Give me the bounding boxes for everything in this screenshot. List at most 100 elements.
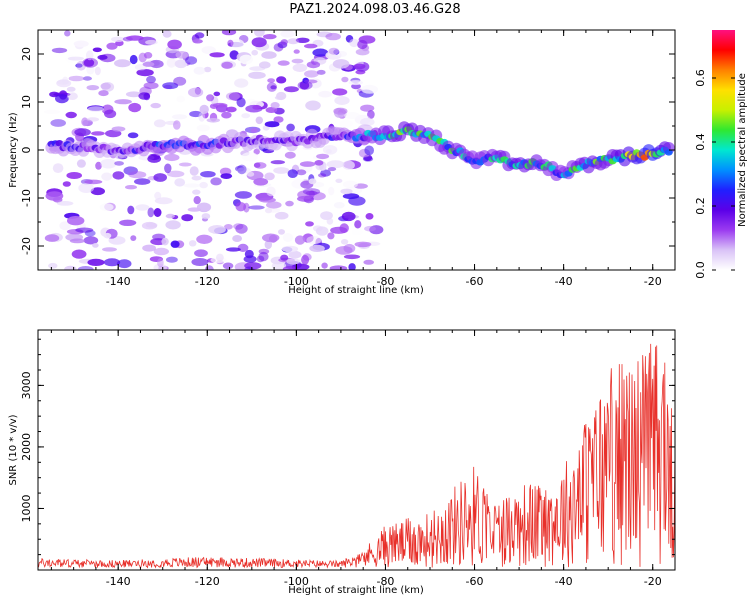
noise-blob xyxy=(255,116,263,125)
noise-blob xyxy=(193,66,206,75)
noise-blob xyxy=(77,266,94,270)
noise-blob xyxy=(225,106,237,113)
chart-title: PAZ1.2024.098.03.46.G28 xyxy=(289,2,461,17)
snr-x-label: Height of straight line (km) xyxy=(288,585,424,596)
noise-blob xyxy=(145,39,158,45)
noise-blob xyxy=(147,207,155,218)
noise-blob xyxy=(224,224,233,230)
noise-blob xyxy=(188,87,204,98)
noise-blob xyxy=(354,241,372,248)
noise-blob xyxy=(326,217,334,225)
noise-blob xyxy=(153,173,167,182)
colorbar-tick-label: 0.6 xyxy=(694,69,707,87)
noise-blob xyxy=(67,216,85,226)
noise-blob xyxy=(234,78,249,88)
noise-blob xyxy=(299,161,316,167)
noise-blob xyxy=(210,177,222,186)
noise-blob xyxy=(363,259,375,265)
noise-blob xyxy=(208,225,226,234)
noise-blob xyxy=(212,102,228,108)
noise-blob xyxy=(251,49,258,56)
noise-blob xyxy=(248,71,266,79)
noise-blob xyxy=(248,205,265,210)
noise-blob xyxy=(361,84,378,94)
spectrogram-y-tick-label: -20 xyxy=(20,237,33,255)
snr-line xyxy=(38,343,675,569)
noise-blob xyxy=(237,167,251,174)
noise-blob xyxy=(287,169,298,179)
noise-blob xyxy=(206,94,215,102)
noise-blob xyxy=(59,221,71,231)
noise-blob xyxy=(320,211,333,221)
noise-blob xyxy=(295,37,310,43)
noise-blob xyxy=(196,202,212,213)
snr-y-ticks: 1000 2000 3000 xyxy=(20,338,675,571)
noise-blob xyxy=(165,220,181,230)
noise-blob xyxy=(314,160,324,166)
snr-x-tick-label: -80 xyxy=(376,575,394,588)
noise-blob xyxy=(342,180,358,189)
noise-blob xyxy=(51,47,68,54)
noise-blob xyxy=(95,161,102,170)
snr-x-tick-label: -60 xyxy=(466,575,484,588)
noise-blob xyxy=(138,52,147,63)
noise-blob xyxy=(134,178,151,185)
noise-blob xyxy=(48,262,58,269)
noise-blob xyxy=(348,80,363,86)
noise-blob xyxy=(306,61,321,69)
noise-blob xyxy=(286,258,300,265)
noise-blob xyxy=(256,255,265,263)
noise-blob xyxy=(282,265,298,270)
noise-blob xyxy=(261,51,277,59)
noise-blob xyxy=(85,50,94,61)
noise-blob xyxy=(56,79,70,85)
noise-blob xyxy=(348,263,356,270)
noise-blob xyxy=(176,95,185,103)
noise-blob xyxy=(302,188,321,196)
noise-blob xyxy=(321,262,328,269)
noise-blob xyxy=(102,247,117,252)
noise-blob xyxy=(157,258,164,268)
colorbar-tick-label: 0.4 xyxy=(694,133,707,151)
noise-blob xyxy=(355,48,370,56)
noise-blob xyxy=(281,245,299,253)
noise-blob xyxy=(128,102,142,113)
noise-blob xyxy=(343,254,361,260)
noise-blob xyxy=(164,163,172,174)
noise-blob xyxy=(203,66,212,73)
colorbar-ticks: 0.0 0.2 0.4 0.6 xyxy=(694,69,735,279)
noise-blob xyxy=(333,202,345,209)
noise-blob xyxy=(273,167,290,174)
spectrogram-y-tick-label: 0 xyxy=(20,147,33,154)
noise-blob xyxy=(270,102,280,109)
noise-blob xyxy=(335,178,343,183)
noise-blob xyxy=(288,250,302,259)
noise-blob xyxy=(328,186,335,196)
spectrogram-x-tick-label: -100 xyxy=(284,275,309,288)
spectrogram-x-tick-label: -60 xyxy=(466,275,484,288)
noise-blob xyxy=(283,86,299,93)
snr-x-tick-label: -100 xyxy=(284,575,309,588)
noise-blob xyxy=(196,234,213,244)
noise-blob xyxy=(278,229,285,235)
noise-blob xyxy=(64,30,71,37)
noise-blob xyxy=(74,128,91,137)
signal-blob xyxy=(664,149,673,156)
noise-blob xyxy=(297,190,314,200)
noise-blob xyxy=(145,222,158,228)
noise-blob xyxy=(138,92,150,100)
colorbar: 0.0 0.2 0.4 0.6 Normalized spectral amplitu… xyxy=(694,30,748,279)
noise-blob xyxy=(103,232,112,239)
noise-blob xyxy=(114,161,124,166)
noise-blob xyxy=(333,107,348,115)
noise-blob xyxy=(181,214,194,222)
noise-blob xyxy=(264,121,280,128)
noise-blob xyxy=(253,162,267,169)
noise-blob xyxy=(114,59,131,68)
noise-blob xyxy=(235,202,247,212)
noise-blob xyxy=(340,188,353,195)
noise-blob xyxy=(243,255,257,263)
spectrogram-y-tick-label: -10 xyxy=(20,189,33,207)
